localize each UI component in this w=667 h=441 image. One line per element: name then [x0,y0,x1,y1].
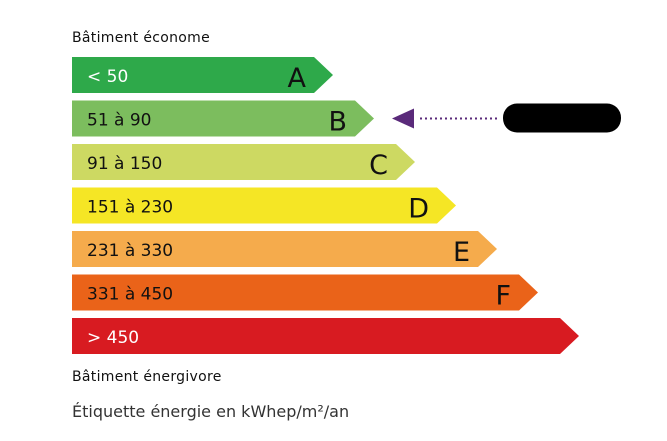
footer-caption: Étiquette énergie en kWhep/m²/an [72,402,350,421]
class-range: 331 à 450 [87,285,173,305]
bottom-label: Bâtiment énergivore [72,369,222,385]
bar-shape [72,144,415,180]
bar-shape [72,231,497,267]
class-range: 91 à 150 [87,154,162,174]
redacted-value [503,103,621,133]
class-bar-F: 331 à 450 F [72,274,538,312]
class-bar-G: > 450 [72,318,579,354]
class-letter: A [288,63,307,94]
indicator-arrow-icon [392,108,414,129]
class-bar-B: 51 à 90 B [72,100,374,138]
class-range: > 450 [87,328,139,348]
rating-indicator [392,103,621,133]
class-letter: B [328,107,347,138]
class-bar-C: 91 à 150 C [72,144,415,181]
bar-shape [72,274,538,311]
class-letter: C [369,150,388,181]
bar-shape [72,187,456,224]
class-bar-E: 231 à 330 E [72,231,497,268]
class-letter: D [408,194,429,225]
bar-shape [72,318,579,354]
class-bar-D: 151 à 230 D [72,187,456,225]
class-range: 151 à 230 [87,198,173,218]
class-range: < 50 [87,67,128,87]
class-letter: E [453,237,470,268]
top-label: Bâtiment économe [72,30,210,46]
class-range: 51 à 90 [87,111,152,131]
bar-shape [72,57,333,93]
bar-shape [72,100,374,137]
class-range: 231 à 330 [87,241,173,261]
class-letter: F [495,281,511,312]
class-bar-A: < 50 A [72,57,333,94]
